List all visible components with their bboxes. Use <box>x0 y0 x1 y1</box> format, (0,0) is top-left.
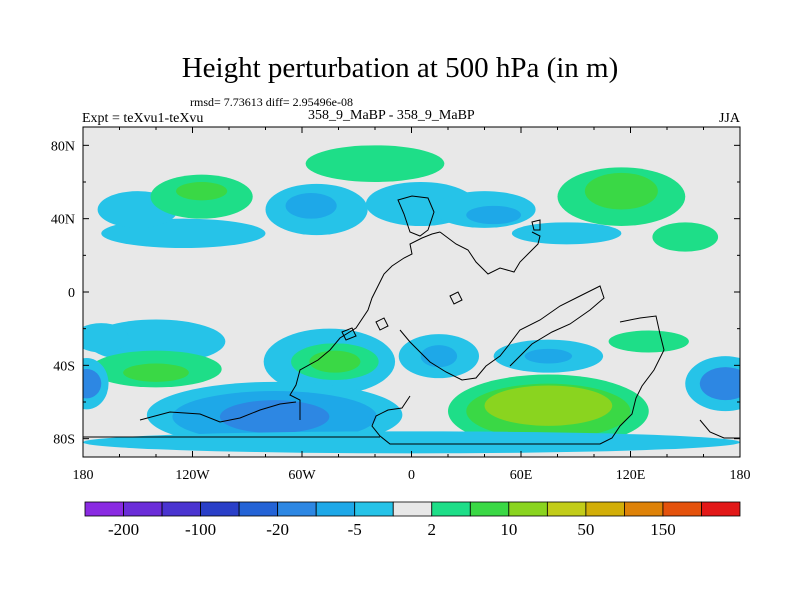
colorbar-swatch <box>624 501 664 517</box>
x-tick-label: 120E <box>616 468 646 483</box>
colorbar-swatch <box>238 501 279 517</box>
chart-title: Height perturbation at 500 hPa (in m) <box>181 52 619 84</box>
contour-region-n-atlantic-low-core <box>285 193 337 219</box>
contour-region-arctic-atlantic-high <box>305 145 445 183</box>
colorbar-swatch <box>277 501 317 517</box>
y-tick-label: 80N <box>51 139 75 154</box>
colorbar-label: -200 <box>108 520 139 539</box>
colorbar: -200 -100 -20 -5 2 10 50 150 <box>84 501 741 539</box>
x-tick-label: 60E <box>510 468 533 483</box>
contour-region-antarctic-low-core <box>219 400 330 434</box>
contour-region-s-pacific-low-east-core <box>699 367 740 401</box>
coastline-layer <box>83 195 740 445</box>
colorbar-swatch <box>585 501 625 517</box>
contour-region-nw-pacific-high <box>652 222 719 252</box>
colorbar-swatch <box>392 501 433 517</box>
colorbar-swatch <box>431 501 471 517</box>
colorbar-swatch <box>315 501 356 517</box>
contour-region-siberia-high-core <box>584 172 658 210</box>
contour-region-sh-belt-west <box>83 323 129 353</box>
coastline-greenland <box>397 195 435 237</box>
contour-region-nh-belt-east <box>511 222 622 245</box>
colorbar-swatch <box>662 501 702 517</box>
colorbar-label: -100 <box>185 520 216 539</box>
run-label: 358_9_MaBP - 358_9_MaBP <box>308 108 475 123</box>
contour-region-s-africa-low-core <box>420 345 458 368</box>
colorbar-label: 2 <box>428 520 437 539</box>
colorbar-label: -20 <box>266 520 289 539</box>
y-tick-label: 40N <box>51 213 75 228</box>
colorbar-swatch <box>508 501 548 517</box>
colorbar-swatch <box>161 501 201 517</box>
coastline-south-america <box>399 285 605 381</box>
contour-region-southern-ocean-high-core <box>484 385 613 426</box>
colorbar-swatch <box>84 501 124 517</box>
colorbar-swatch <box>354 501 394 517</box>
contour-fill-layer <box>83 145 740 454</box>
colorbar-swatch <box>200 501 240 517</box>
contour-region-polar-band <box>83 431 740 454</box>
x-tick-label: 60W <box>288 468 316 483</box>
x-tick-label: 180 <box>73 468 94 483</box>
contour-region-n-america-high-core <box>176 182 228 201</box>
axes-layer: 180 120W 60W 0 60E 120E 180 80N 40N 0 40S 80S <box>51 127 751 483</box>
coastline-islands <box>139 219 541 423</box>
x-tick-label: 180 <box>730 468 751 483</box>
contour-region-indian-low-core <box>524 348 573 364</box>
colorbar-swatch <box>701 501 741 517</box>
colorbar-swatch <box>469 501 510 517</box>
season-label: JJA <box>718 111 740 126</box>
colorbar-label: -5 <box>348 520 362 539</box>
experiment-label: Expt = teXvu1-teXvu <box>82 111 204 126</box>
coastline-north-america <box>289 231 441 420</box>
x-tick-label: 0 <box>408 468 415 483</box>
coastline-africa <box>371 315 665 445</box>
stats-label: rmsd= 7.73613 diff= 2.95496e-08 <box>190 95 353 109</box>
y-tick-label: 0 <box>68 286 75 301</box>
y-tick-label: 40S <box>53 359 75 374</box>
colorbar-label: 150 <box>650 520 676 539</box>
contour-region-asia-low-core <box>466 205 521 225</box>
contour-region-sh-belt-east <box>608 330 689 353</box>
colorbar-label: 50 <box>577 520 594 539</box>
contour-region-s-pacific-low-west-core <box>83 369 102 399</box>
y-tick-label: 80S <box>53 433 75 448</box>
colorbar-swatch <box>546 501 587 517</box>
coastline-antarctica <box>83 419 740 439</box>
colorbar-swatch <box>123 501 163 517</box>
contour-region-south-atlantic-core <box>309 350 361 373</box>
coastline-eurasia <box>439 231 541 275</box>
colorbar-label: 10 <box>500 520 517 539</box>
x-tick-label: 120W <box>175 468 210 483</box>
contour-region-sh-belt-high-core <box>123 363 189 382</box>
